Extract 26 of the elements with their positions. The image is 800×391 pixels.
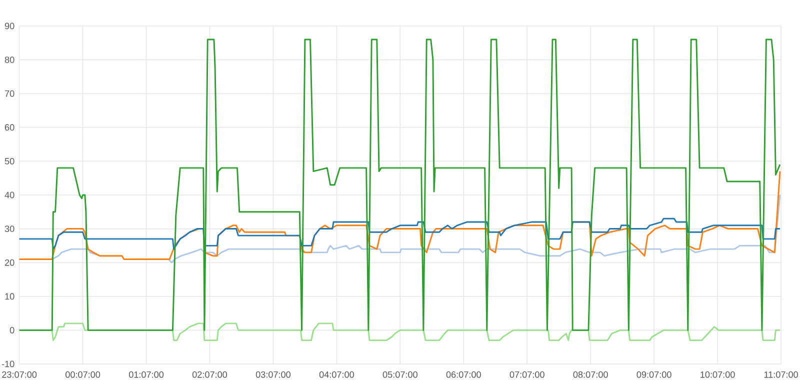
y-tick-label: 50: [4, 158, 14, 164]
x-tick-label: 04:07:00: [319, 371, 354, 378]
y-tick-label: 80: [4, 56, 14, 63]
y-tick-label: 70: [4, 90, 14, 97]
x-tick-label: 03:07:00: [256, 371, 290, 378]
x-tick-label: 09:07:00: [636, 371, 672, 378]
y-tick-label: 10: [5, 293, 14, 300]
x-tick-label: 02:07:00: [192, 371, 228, 378]
line-series: [18, 170, 781, 260]
y-tick-label: 40: [4, 192, 14, 198]
line-series: [18, 218, 781, 250]
x-tick-label: 01:07:00: [128, 371, 164, 378]
y-tick-label: 90: [4, 22, 14, 30]
y-tick-label: 30: [4, 226, 14, 232]
y-tick-label: 0: [10, 326, 14, 334]
y-tick-label: 60: [4, 124, 14, 131]
x-tick-label: 00:07:00: [66, 371, 100, 378]
x-tick-label: 11:07:00: [764, 371, 798, 378]
x-tick-label: 05:07:00: [382, 371, 418, 378]
x-tick-label: 06:07:00: [446, 371, 481, 378]
y-tick-label: 20: [4, 259, 14, 266]
y-tick-label: -10: [2, 360, 14, 368]
x-tick-label: 08:07:00: [573, 371, 608, 378]
x-tick-label: 23:07:00: [2, 371, 37, 378]
x-tick-label: 07:07:00: [510, 371, 544, 378]
x-tick-label: 10:07:00: [700, 371, 735, 378]
